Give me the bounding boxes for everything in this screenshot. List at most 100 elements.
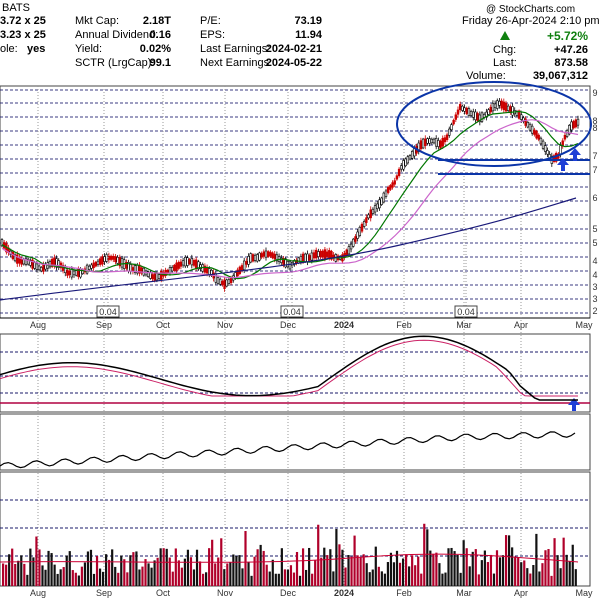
- right-axis-label: 7: [592, 151, 597, 161]
- volume-bar: [147, 563, 150, 586]
- volume-bar: [289, 565, 293, 586]
- volume-bar: [217, 557, 220, 586]
- candle-body: [430, 138, 434, 144]
- volume-bar: [456, 554, 459, 586]
- volume-bar: [532, 565, 535, 586]
- volume-bar: [265, 564, 268, 586]
- candle-body: [424, 138, 427, 146]
- candle-body: [443, 137, 447, 143]
- volume-bar: [523, 560, 526, 586]
- volume-bar: [374, 546, 377, 586]
- candle-body: [533, 129, 536, 135]
- volume-bar: [150, 567, 153, 586]
- volume-bar: [186, 549, 190, 586]
- volume-bar: [498, 557, 502, 586]
- candle-body: [105, 254, 108, 262]
- candle-body: [520, 114, 523, 120]
- x-axis-labels: Aug Aug Sep Sep Oct Oct Nov Nov Dec Dec 2024 2024 Fe…: [30, 320, 593, 598]
- candle-body: [445, 134, 449, 140]
- stat-label: Annual Dividend:: [75, 29, 158, 41]
- candle-body: [0, 239, 4, 247]
- x-tick-label: Oct: [156, 588, 171, 598]
- volume-bar: [101, 571, 105, 586]
- volume-bar: [529, 573, 532, 586]
- volume-bar: [168, 557, 171, 586]
- candle-body: [221, 281, 224, 285]
- volume-bar: [526, 568, 529, 586]
- volume-bar: [20, 555, 23, 586]
- stat-label: Next Earnings:: [200, 57, 272, 69]
- volume-bar: [535, 533, 538, 586]
- volume-bar: [114, 566, 117, 586]
- candle-body: [29, 260, 32, 266]
- candle-body: [389, 185, 392, 190]
- volume-bar: [153, 560, 156, 586]
- volume-bar: [53, 564, 56, 586]
- candle-body: [528, 123, 532, 131]
- candle-body: [223, 279, 226, 289]
- volume-bar: [183, 558, 186, 586]
- candle-body: [439, 140, 442, 149]
- candle-body: [498, 100, 501, 106]
- candle-body: [323, 249, 327, 259]
- candle-body: [400, 165, 403, 170]
- volume-bar: [341, 549, 344, 586]
- candle-body: [371, 208, 375, 214]
- volume-bar: [426, 529, 429, 586]
- dividend-box: [280, 305, 304, 318]
- candle-body: [68, 270, 71, 275]
- candle-body: [240, 265, 244, 271]
- candle-body: [103, 256, 106, 262]
- volume-bar: [420, 573, 423, 586]
- x-tick-label: Dec: [280, 320, 297, 330]
- right-axis-label: 2: [592, 306, 597, 316]
- chg-label: Chg:: [493, 44, 516, 56]
- candle-body: [74, 270, 78, 276]
- candle-body: [109, 255, 113, 260]
- candle-body: [419, 140, 423, 150]
- volume-bar: [517, 556, 520, 586]
- volume-bar: [259, 544, 262, 586]
- candle-body: [395, 175, 399, 180]
- candle-body: [469, 111, 473, 116]
- candle-body: [249, 253, 252, 263]
- x-tick-label: May: [575, 320, 593, 330]
- volume-bar: [195, 549, 199, 586]
- volume-bar: [71, 570, 74, 586]
- candle-body: [500, 100, 503, 109]
- x-tick-label: Apr: [514, 588, 528, 598]
- candle-body: [367, 214, 370, 219]
- candle-body: [380, 197, 383, 205]
- volume-bar: [108, 559, 111, 586]
- candle-body: [77, 269, 80, 277]
- right-axis-label: 9: [592, 88, 597, 98]
- candle-body: [55, 258, 58, 268]
- candle-body: [256, 254, 259, 262]
- candle-body: [116, 256, 119, 264]
- volume-value: 39,067,312: [533, 70, 588, 82]
- indicator-panel: [0, 335, 578, 401]
- candle-body: [358, 226, 362, 236]
- volume-bar: [565, 554, 568, 586]
- candle-body: [378, 199, 381, 209]
- volume-bar: [408, 566, 411, 586]
- candle-body: [402, 160, 405, 170]
- volume-bar: [462, 540, 465, 586]
- candle-body: [552, 155, 556, 162]
- candle-body: [203, 265, 207, 273]
- candle-body: [365, 217, 368, 223]
- volume-bar: [180, 567, 183, 586]
- volume-bar: [141, 566, 144, 586]
- candle-body: [434, 138, 438, 147]
- candle-body: [544, 145, 547, 152]
- candle-body: [157, 274, 161, 280]
- annotations: 0.04 0.04 0.04: [96, 81, 592, 411]
- candle-body: [72, 270, 76, 276]
- volume-bar: [468, 566, 471, 586]
- volume-bar: [271, 559, 274, 586]
- candle-body: [168, 267, 172, 274]
- volume-bar: [283, 569, 286, 586]
- candle-body: [489, 106, 492, 113]
- volume-bar: [274, 573, 277, 586]
- volume-bar: [223, 569, 226, 586]
